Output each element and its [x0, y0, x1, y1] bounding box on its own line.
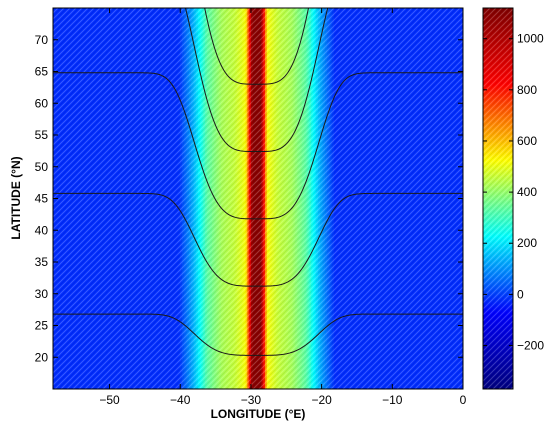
y-tick-label: 70: [35, 33, 49, 47]
colorbar-ticks: −200 0 200 400 600 800 1000: [483, 32, 544, 353]
y-tick-label: 60: [35, 96, 49, 110]
x-tick-label: 0: [460, 393, 467, 407]
contour-lines: [53, 8, 463, 356]
contour-line: [204, 8, 309, 85]
y-tick-label: 30: [35, 287, 49, 301]
y-tick-label: 55: [35, 128, 49, 142]
colorbar-hatch: [483, 8, 513, 389]
colorbar-tick-label: 400: [517, 185, 537, 199]
y-tick-label: 40: [35, 223, 49, 237]
x-tick-label: −50: [99, 393, 120, 407]
x-tick-label: −40: [170, 393, 191, 407]
y-axis-ticks: 20 25 30 35 40 45 50 55 60 65 70: [35, 33, 463, 364]
colorbar-frame: [482, 7, 514, 390]
colorbar-tick-label: −200: [517, 339, 544, 353]
hatch-overlay: [53, 8, 463, 389]
y-tick-label: 20: [35, 350, 49, 364]
colorbar-tick-label: 800: [517, 83, 537, 97]
x-tick-label: −20: [311, 393, 332, 407]
y-axis-label: LATITUDE (°N): [9, 156, 23, 239]
colorbar-tick-label: 1000: [517, 32, 544, 46]
x-tick-label: −10: [382, 393, 403, 407]
colorbar-tick-label: 200: [517, 236, 537, 250]
y-tick-label: 25: [35, 319, 49, 333]
contour-line: [53, 313, 463, 356]
y-tick-label: 50: [35, 160, 49, 174]
contour-line: [53, 192, 463, 287]
y-tick-label: 65: [35, 65, 49, 79]
contour-line: [184, 8, 329, 153]
y-tick-label: 35: [35, 255, 49, 269]
colorbar-tick-label: 0: [517, 287, 524, 301]
x-tick-label: −30: [241, 393, 262, 407]
colorbar: −200 0 200 400 600 800 1000: [482, 7, 544, 390]
y-tick-label: 45: [35, 192, 49, 206]
x-axis-label: LONGITUDE (°E): [211, 407, 306, 421]
plot-area: −50 −40 −30 −20 −10 0 2025303540455055606570 …: [9, 7, 467, 421]
contour-line: [53, 72, 463, 220]
colorbar-tick-label: 600: [517, 134, 537, 148]
x-axis-ticks: −50 −40 −30 −20 −10 0: [99, 8, 467, 407]
